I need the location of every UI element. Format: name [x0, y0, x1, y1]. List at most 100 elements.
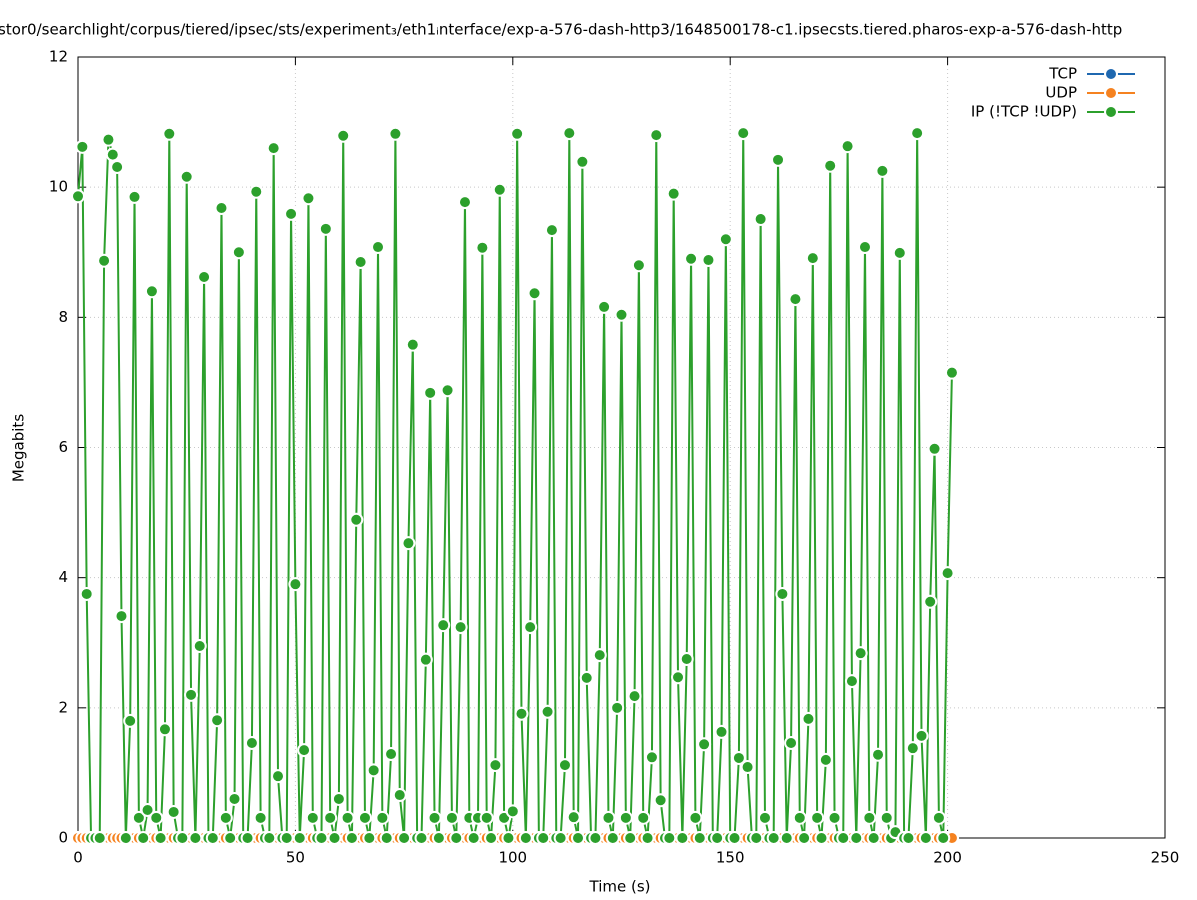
data-point: [323, 810, 338, 825]
data-point: [340, 810, 355, 825]
data-point: [792, 810, 807, 825]
y-tick-label: 10: [49, 178, 68, 196]
x-tick-label: 50: [286, 849, 305, 867]
data-point: [397, 831, 412, 845]
data-point: [292, 831, 307, 845]
data-point: [849, 831, 864, 845]
data-point: [214, 200, 229, 215]
data-point: [205, 831, 220, 845]
data-point: [701, 253, 716, 268]
data-point: [540, 704, 555, 719]
data-point: [536, 831, 551, 845]
data-point: [936, 831, 951, 845]
data-point: [357, 810, 372, 825]
y-axis-label: Megabits: [10, 414, 28, 482]
data-point: [797, 831, 812, 845]
data-point: [592, 648, 607, 663]
data-point: [384, 747, 399, 762]
data-point: [927, 441, 942, 456]
data-point: [853, 646, 868, 661]
data-point: [718, 232, 733, 247]
data-point: [679, 652, 694, 667]
legend-item: TCP: [1048, 65, 1135, 83]
data-point: [753, 212, 768, 227]
data-point: [223, 831, 238, 845]
data-point: [418, 652, 433, 667]
data-point: [488, 758, 503, 773]
legend-label: UDP: [1045, 84, 1077, 102]
data-point: [105, 147, 120, 162]
data-point: [466, 831, 481, 845]
data-point: [427, 810, 442, 825]
y-tick-label: 4: [58, 568, 68, 586]
y-tick-label: 12: [49, 48, 68, 66]
data-point: [940, 566, 955, 581]
y-tick-label: 8: [58, 308, 68, 326]
data-point: [871, 747, 886, 762]
data-point: [71, 189, 85, 204]
data-point: [101, 132, 116, 147]
data-point: [192, 639, 207, 654]
data-point: [644, 750, 659, 765]
data-point: [710, 831, 725, 845]
data-point: [805, 251, 820, 266]
data-point: [684, 251, 699, 266]
data-point: [314, 831, 329, 845]
data-point: [814, 831, 829, 845]
data-point: [623, 831, 638, 845]
data-point: [440, 383, 455, 398]
data-point: [318, 221, 333, 236]
data-point: [362, 831, 377, 845]
data-point: [631, 258, 646, 273]
data-point: [436, 618, 451, 633]
data-point: [827, 810, 842, 825]
data-point: [649, 128, 664, 143]
data-point: [944, 365, 959, 380]
data-point: [740, 760, 755, 775]
data-point: [118, 831, 133, 845]
data-point: [840, 139, 855, 154]
data-point: [218, 810, 233, 825]
data-point: [197, 269, 212, 284]
legend-swatch-marker: [1104, 105, 1118, 119]
data-point: [266, 141, 281, 156]
data-point: [731, 750, 746, 765]
data-point: [453, 620, 468, 635]
y-tick-label: 2: [58, 698, 68, 716]
y-tick-label: 6: [58, 438, 68, 456]
data-point: [505, 804, 520, 819]
data-point: [371, 240, 386, 255]
legend-swatch-marker: [1104, 86, 1118, 100]
data-point: [544, 223, 559, 238]
legend-label: IP (!TCP !UDP): [971, 103, 1077, 121]
data-point: [653, 793, 668, 808]
data-point: [605, 831, 620, 845]
data-point: [875, 163, 890, 178]
data-point: [231, 245, 246, 260]
x-axis-label: Time (s): [589, 878, 651, 896]
data-point: [675, 831, 690, 845]
data-point: [857, 240, 872, 255]
legend-item: IP (!TCP !UDP): [971, 103, 1135, 121]
data-point: [414, 831, 429, 845]
data-point: [692, 831, 707, 845]
data-point: [184, 687, 199, 702]
series-line: [77, 133, 953, 841]
data-point: [353, 255, 368, 270]
data-point: [279, 831, 294, 845]
data-point: [297, 743, 312, 758]
data-point: [553, 831, 568, 845]
data-point: [344, 831, 359, 845]
data-point: [749, 831, 764, 845]
data-point: [375, 810, 390, 825]
chart-title: stor0/searchlight/corpus/tiered/ipsec/st…: [0, 21, 1122, 39]
data-point: [818, 752, 833, 767]
data-point: [253, 810, 268, 825]
data-point: [610, 700, 625, 715]
data-point: [510, 126, 525, 141]
data-point: [123, 713, 138, 728]
data-point: [327, 831, 342, 845]
data-point: [640, 831, 655, 845]
data-point: [166, 804, 181, 819]
data-point: [388, 126, 403, 141]
